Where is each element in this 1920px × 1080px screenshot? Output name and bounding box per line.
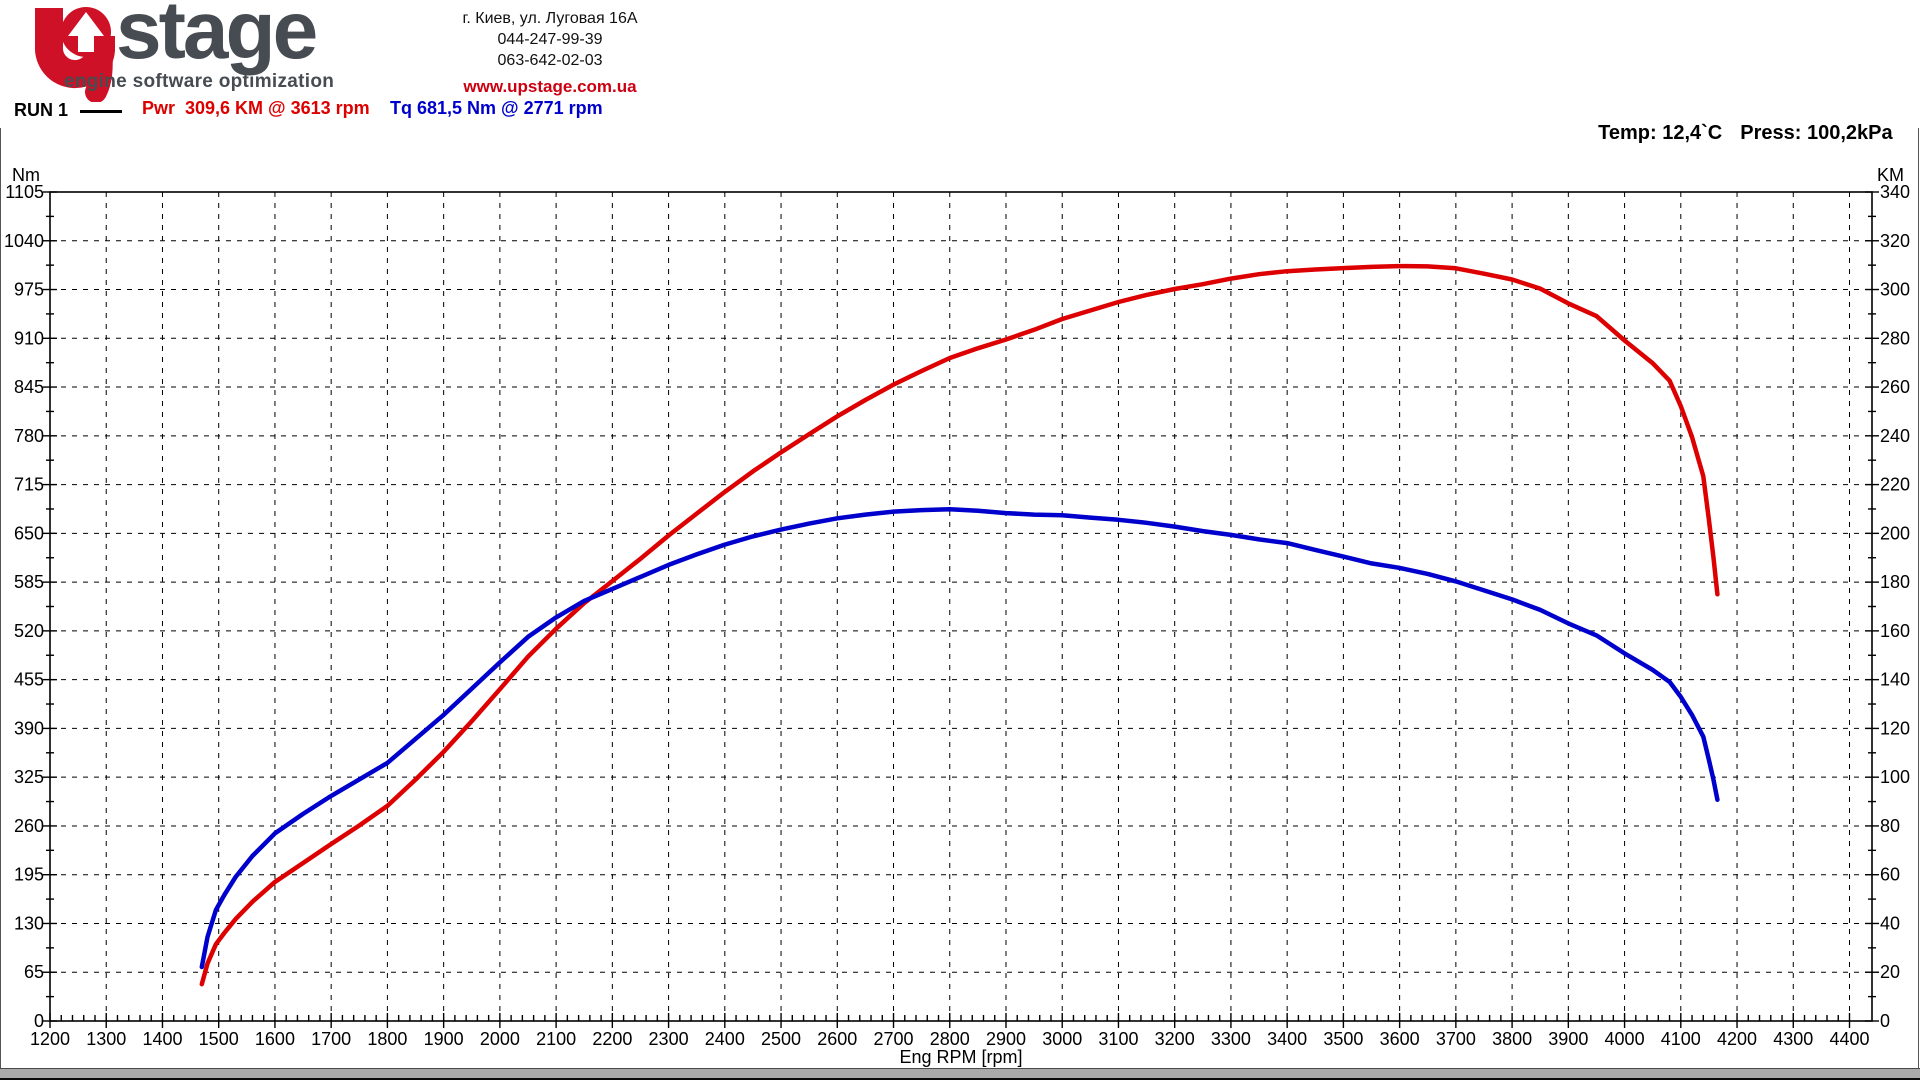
x-tick-label: 1200	[30, 1029, 70, 1049]
x-tick-label: 2000	[480, 1029, 520, 1049]
y-right-tick-label: 220	[1880, 475, 1910, 495]
x-tick-label: 3700	[1436, 1029, 1476, 1049]
y-left-tick-label: 0	[34, 1011, 44, 1031]
y-right-tick-label: 260	[1880, 377, 1910, 397]
y-right-tick-label: 120	[1880, 718, 1910, 738]
power-peak-reading: Pwr 309,6 KM @ 3613 rpm	[142, 98, 370, 118]
y-left-tick-label: 780	[14, 426, 44, 446]
y-left-tick-label: 650	[14, 523, 44, 543]
x-tick-label: 1700	[311, 1029, 351, 1049]
y-left-tick-label: 910	[14, 328, 44, 348]
x-tick-label: 4300	[1773, 1029, 1813, 1049]
pressure-value: Press: 100,2kPa	[1740, 122, 1893, 144]
contact-block: г. Киев, ул. Луговая 16А 044-247-99-39 0…	[300, 8, 800, 97]
x-tick-label: 2800	[930, 1029, 970, 1049]
x-tick-label: 2200	[592, 1029, 632, 1049]
x-tick-label: 2700	[873, 1029, 913, 1049]
torque-curve	[199, 507, 1720, 970]
grid-lines	[50, 191, 1872, 1021]
y-left-tick-label: 1040	[4, 231, 44, 251]
x-tick-label: 4400	[1829, 1029, 1869, 1049]
y-left-tick-label: 390	[14, 718, 44, 738]
x-tick-label: 2400	[705, 1029, 745, 1049]
address-line: г. Киев, ул. Луговая 16А	[462, 10, 638, 27]
brand-name: stage	[116, 0, 318, 76]
y-right-tick-label: 60	[1880, 865, 1900, 885]
tick-marks	[43, 191, 1879, 1028]
x-tick-label: 1300	[86, 1029, 126, 1049]
run-legend-line	[80, 110, 122, 113]
y-left-tick-label: 585	[14, 572, 44, 592]
y-left-tick-label: 845	[14, 377, 44, 397]
x-tick-label: 4200	[1717, 1029, 1757, 1049]
y-left-tick-label: 260	[14, 816, 44, 836]
y-left-tick-label: 975	[14, 280, 44, 300]
status-bar	[0, 1068, 1920, 1080]
temperature-value: Temp: 12,4`C	[1598, 122, 1723, 144]
x-tick-label: 1500	[199, 1029, 239, 1049]
x-tick-label: 3100	[1098, 1029, 1138, 1049]
logo-u-arrow-icon	[34, 7, 115, 103]
x-tick-label: 2300	[649, 1029, 689, 1049]
y-left-tick-label: 130	[14, 913, 44, 933]
x-tick-label: 3800	[1492, 1029, 1532, 1049]
x-tick-label: 4100	[1661, 1029, 1701, 1049]
brand-tagline: engine software optimization	[64, 71, 335, 92]
panel-border-right	[1918, 128, 1919, 1068]
y-right-tick-label: 80	[1880, 816, 1900, 836]
power-curve	[199, 263, 1720, 987]
x-tick-label: 3000	[1042, 1029, 1082, 1049]
y-right-tick-label: 40	[1880, 913, 1900, 933]
y-right-tick-label: 200	[1880, 523, 1910, 543]
y-right-tick-label: 20	[1880, 962, 1900, 982]
y-left-axis-title: Nm	[12, 165, 40, 185]
y-right-axis-title: KM	[1877, 165, 1904, 185]
ambient-conditions: Temp: 12,4`C Press: 100,2kPa	[1587, 99, 1893, 145]
website-link[interactable]: www.upstage.com.ua	[463, 77, 637, 96]
x-tick-label: 1800	[367, 1029, 407, 1049]
upstage-logo-icon	[30, 6, 122, 103]
up-arrow-icon	[68, 12, 104, 52]
x-tick-label: 2500	[761, 1029, 801, 1049]
phone-line-2: 063-642-02-03	[497, 52, 603, 69]
y-right-tick-label: 340	[1880, 182, 1910, 202]
x-tick-label: 3600	[1380, 1029, 1420, 1049]
x-tick-label: 3900	[1548, 1029, 1588, 1049]
x-tick-label: 1600	[255, 1029, 295, 1049]
y-left-tick-label: 1105	[5, 182, 44, 202]
y-left-tick-label: 455	[14, 670, 44, 690]
y-right-tick-label: 100	[1880, 767, 1910, 787]
y-left-tick-label: 520	[14, 621, 44, 641]
x-tick-label: 4000	[1605, 1029, 1645, 1049]
y-left-tick-label: 715	[14, 475, 44, 495]
y-right-tick-label: 280	[1880, 328, 1910, 348]
x-tick-label: 3200	[1155, 1029, 1195, 1049]
y-right-tick-label: 320	[1880, 231, 1910, 251]
panel-border-left	[0, 128, 1, 1068]
x-tick-label: 3400	[1267, 1029, 1307, 1049]
torque-peak-reading: Tq 681,5 Nm @ 2771 rpm	[390, 98, 603, 118]
y-left-tick-label: 65	[24, 962, 44, 982]
y-right-tick-label: 140	[1880, 670, 1910, 690]
x-tick-label: 1900	[424, 1029, 464, 1049]
x-tick-label: 2100	[536, 1029, 576, 1049]
x-tick-label: 2600	[817, 1029, 857, 1049]
axis-labels: 1200 1300 1400 1500 1600 1700 1800 1900 2000 2100…	[4, 165, 1910, 1067]
y-right-tick-label: 180	[1880, 572, 1910, 592]
run-label: RUN 1	[14, 100, 69, 120]
y-left-tick-label: 325	[14, 767, 44, 787]
y-right-tick-label: 300	[1880, 280, 1910, 300]
x-tick-label: 2900	[986, 1029, 1026, 1049]
y-right-tick-label: 240	[1880, 426, 1910, 446]
x-axis-title: Eng RPM [rpm]	[899, 1047, 1022, 1067]
y-left-tick-label: 195	[14, 865, 44, 885]
x-tick-label: 1400	[142, 1029, 182, 1049]
phone-line-1: 044-247-99-39	[497, 31, 603, 48]
y-right-tick-label: 0	[1880, 1011, 1890, 1031]
x-tick-label: 3300	[1211, 1029, 1251, 1049]
y-right-tick-label: 160	[1880, 621, 1910, 641]
x-tick-label: 3500	[1323, 1029, 1363, 1049]
